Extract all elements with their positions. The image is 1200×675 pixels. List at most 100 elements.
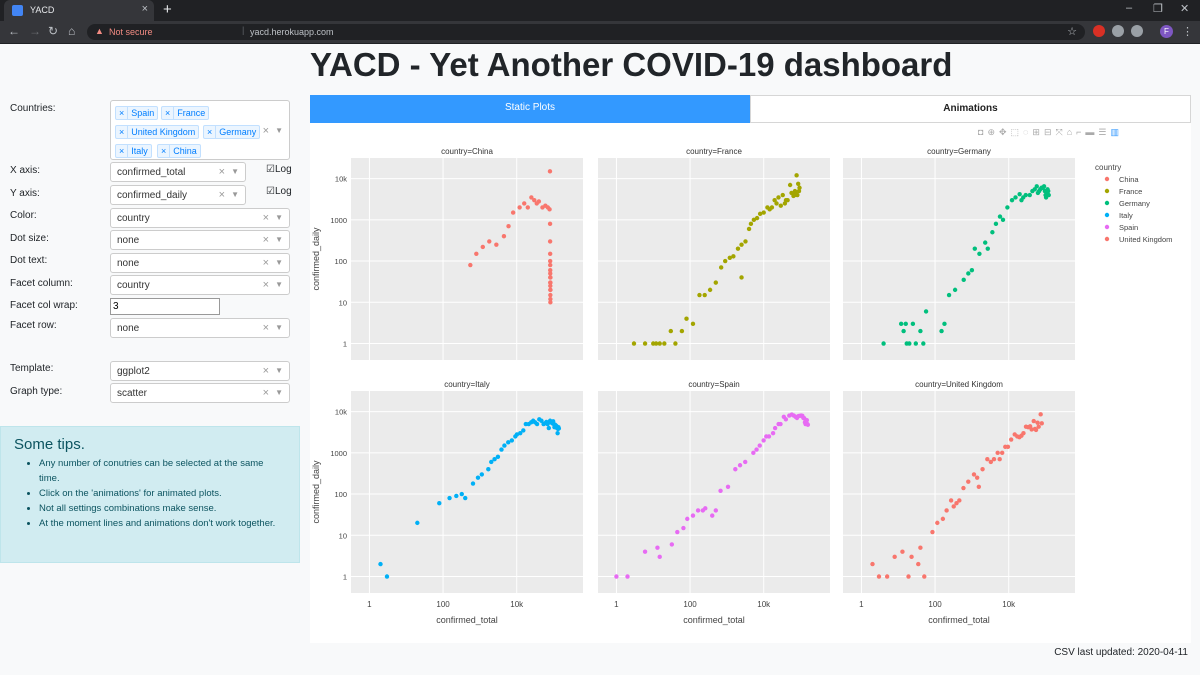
new-tab-button[interactable]: + bbox=[163, 1, 172, 18]
tab-close-icon[interactable]: × bbox=[141, 3, 148, 15]
country-chip[interactable]: × Italy bbox=[115, 144, 152, 158]
tab-animations[interactable]: Animations bbox=[750, 95, 1191, 123]
y-axis-value: confirmed_daily bbox=[117, 190, 188, 201]
data-point bbox=[892, 554, 897, 560]
minimize-button[interactable]: – bbox=[1126, 2, 1133, 14]
data-point bbox=[727, 255, 733, 260]
data-point bbox=[737, 463, 743, 468]
chevron-down-icon[interactable]: ▼ bbox=[231, 167, 239, 176]
y-axis-select[interactable]: confirmed_daily × ▼ bbox=[110, 185, 246, 205]
chevron-down-icon[interactable]: ▼ bbox=[275, 366, 283, 375]
data-point bbox=[378, 561, 383, 567]
plotly-logo-icon: ▥ bbox=[1110, 127, 1123, 137]
y-tick-label: 10k bbox=[335, 175, 347, 184]
data-point bbox=[556, 426, 562, 431]
facet-col-wrap-input[interactable]: 3 bbox=[110, 298, 220, 315]
graph-type-select[interactable]: scatter × ▼ bbox=[110, 383, 290, 403]
extension-icon[interactable] bbox=[1131, 25, 1143, 37]
chevron-down-icon[interactable]: ▼ bbox=[275, 280, 283, 289]
data-point bbox=[940, 516, 946, 522]
clear-icon[interactable]: × bbox=[262, 234, 269, 246]
data-point bbox=[954, 501, 959, 506]
data-point bbox=[506, 440, 511, 445]
scatter-facet-chart[interactable]: country=China 1 10 100 1000 10k country=France… bbox=[310, 123, 1191, 643]
tip-item: Click on the 'animations' for animated p… bbox=[39, 486, 281, 501]
chevron-down-icon[interactable]: ▼ bbox=[275, 388, 283, 397]
legend-item: Spain bbox=[1119, 223, 1138, 232]
country-chip[interactable]: × United Kingdom bbox=[115, 125, 200, 139]
country-chip[interactable]: × China bbox=[157, 144, 201, 158]
profile-avatar[interactable]: F bbox=[1160, 25, 1173, 38]
dot-text-select[interactable]: none × ▼ bbox=[110, 253, 290, 273]
browser-tab[interactable]: YACD × bbox=[4, 0, 154, 21]
data-point bbox=[1009, 197, 1015, 203]
chevron-down-icon[interactable]: ▼ bbox=[275, 235, 283, 244]
maximize-button[interactable]: ❐ bbox=[1153, 3, 1163, 15]
x-axis-select[interactable]: confirmed_total × ▼ bbox=[110, 162, 246, 182]
data-point bbox=[522, 201, 527, 206]
dot-size-select[interactable]: none × ▼ bbox=[110, 230, 290, 250]
data-point bbox=[1041, 184, 1047, 189]
countries-multiselect[interactable]: × Spain × France × United Kingdom × Germany … bbox=[110, 100, 290, 160]
warning-icon: ▲ bbox=[95, 26, 104, 36]
clear-icon[interactable]: × bbox=[262, 257, 269, 269]
facet-row-select[interactable]: none × ▼ bbox=[110, 318, 290, 338]
chevron-down-icon[interactable]: ▼ bbox=[275, 323, 283, 332]
clear-icon[interactable]: × bbox=[218, 166, 225, 178]
reset-axes-icon: ⌂ bbox=[1066, 127, 1077, 137]
chevron-down-icon[interactable]: ▼ bbox=[231, 190, 239, 199]
data-point bbox=[545, 421, 550, 427]
template-select[interactable]: ggplot2 × ▼ bbox=[110, 361, 290, 381]
tips-alert: Some tips. Any number of conutries can b… bbox=[0, 426, 300, 563]
clear-icon[interactable]: × bbox=[262, 322, 269, 334]
extension-icon[interactable] bbox=[1112, 25, 1124, 37]
facet-column-label: Facet column: bbox=[10, 278, 73, 289]
extension-icon[interactable] bbox=[1093, 25, 1105, 37]
close-window-button[interactable]: ✕ bbox=[1180, 3, 1190, 15]
data-point bbox=[985, 457, 990, 462]
data-point bbox=[501, 234, 507, 239]
back-icon[interactable]: ← bbox=[8, 24, 20, 38]
y-log-checkbox[interactable]: ☑Log bbox=[266, 186, 292, 197]
bookmark-star-icon[interactable]: ☆ bbox=[1067, 26, 1077, 38]
data-point bbox=[743, 239, 748, 244]
facet-column-select[interactable]: country × ▼ bbox=[110, 275, 290, 295]
plot-modebar[interactable]: ◘⊕✥⬚◌⊞⊟⤧⌂⌐▬☰▥ bbox=[978, 127, 1123, 138]
address-bar[interactable]: ▲ Not secure | yacd.herokuapp.com ☆ bbox=[87, 24, 1085, 40]
x-log-checkbox[interactable]: ☑Log bbox=[266, 164, 292, 175]
kebab-menu-icon[interactable]: ⋮ bbox=[1182, 26, 1193, 38]
clear-icon[interactable]: × bbox=[262, 212, 269, 224]
clear-icon[interactable]: × bbox=[262, 125, 269, 137]
color-select[interactable]: country × ▼ bbox=[110, 208, 290, 228]
remove-chip-icon: × bbox=[162, 107, 175, 119]
y-axis-label: Y axis: bbox=[10, 188, 40, 199]
clear-icon[interactable]: × bbox=[262, 279, 269, 291]
data-point bbox=[1021, 430, 1026, 436]
remove-chip-icon: × bbox=[116, 145, 129, 157]
clear-icon[interactable]: × bbox=[262, 387, 269, 399]
reload-icon[interactable]: ↻ bbox=[48, 24, 59, 38]
chevron-down-icon[interactable]: ▼ bbox=[275, 213, 283, 222]
data-point bbox=[555, 430, 560, 436]
home-icon[interactable]: ⌂ bbox=[68, 24, 76, 38]
chevron-down-icon[interactable]: ▼ bbox=[275, 126, 283, 135]
data-point bbox=[489, 459, 494, 465]
forward-icon[interactable]: → bbox=[29, 24, 41, 38]
data-point bbox=[707, 287, 713, 293]
data-point bbox=[910, 321, 916, 327]
clear-icon[interactable]: × bbox=[218, 189, 225, 201]
country-chip[interactable]: × Germany bbox=[203, 125, 261, 139]
data-point bbox=[495, 454, 501, 460]
data-point bbox=[437, 501, 442, 506]
data-point bbox=[521, 428, 526, 433]
data-point bbox=[517, 205, 522, 210]
facet-title: country=Germany bbox=[927, 147, 991, 156]
legend-title: country bbox=[1095, 163, 1121, 172]
country-chip[interactable]: × France bbox=[161, 106, 210, 120]
data-point bbox=[774, 201, 779, 206]
clear-icon[interactable]: × bbox=[262, 365, 269, 377]
country-chip[interactable]: × Spain bbox=[115, 106, 159, 120]
chevron-down-icon[interactable]: ▼ bbox=[275, 258, 283, 267]
data-point bbox=[795, 192, 800, 198]
tab-static-plots[interactable]: Static Plots bbox=[310, 95, 750, 123]
